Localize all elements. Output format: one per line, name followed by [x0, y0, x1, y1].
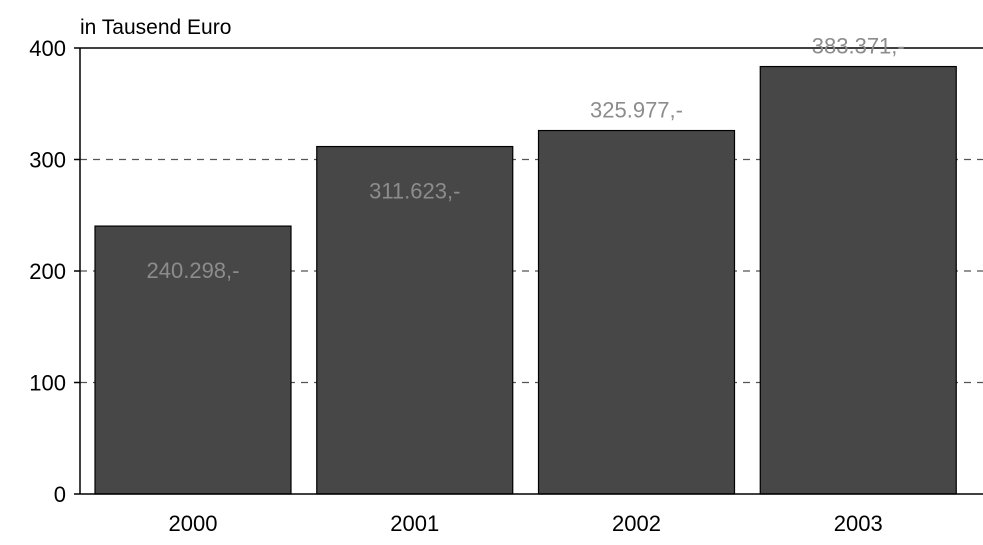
bars — [94, 65, 957, 495]
labels: 0 100 200 300 400 2000 2001 2002 2003 240.298,- 31… — [29, 34, 904, 536]
x-tick-label: 2001 — [390, 511, 439, 536]
y-tick-label: 300 — [29, 148, 66, 173]
bar — [759, 65, 957, 495]
bar — [537, 129, 736, 495]
x-tick-label: 2003 — [834, 511, 883, 536]
x-tick-label: 2000 — [169, 511, 218, 536]
y-tick-label: 400 — [29, 36, 66, 61]
gridlines — [80, 47, 983, 384]
data-label: 240.298,- — [147, 258, 240, 283]
bar — [316, 145, 514, 495]
data-label: 383.371,- — [812, 34, 905, 59]
y-unit-label: in Tausend Euro — [80, 16, 231, 39]
y-tick-label: 0 — [54, 482, 66, 507]
y-tick-label: 200 — [29, 259, 66, 284]
axes — [74, 47, 983, 495]
y-tick-label: 100 — [29, 371, 66, 396]
data-label: 311.623,- — [369, 179, 460, 204]
x-tick-label: 2002 — [612, 511, 661, 536]
data-label: 325.977,- — [590, 98, 683, 123]
